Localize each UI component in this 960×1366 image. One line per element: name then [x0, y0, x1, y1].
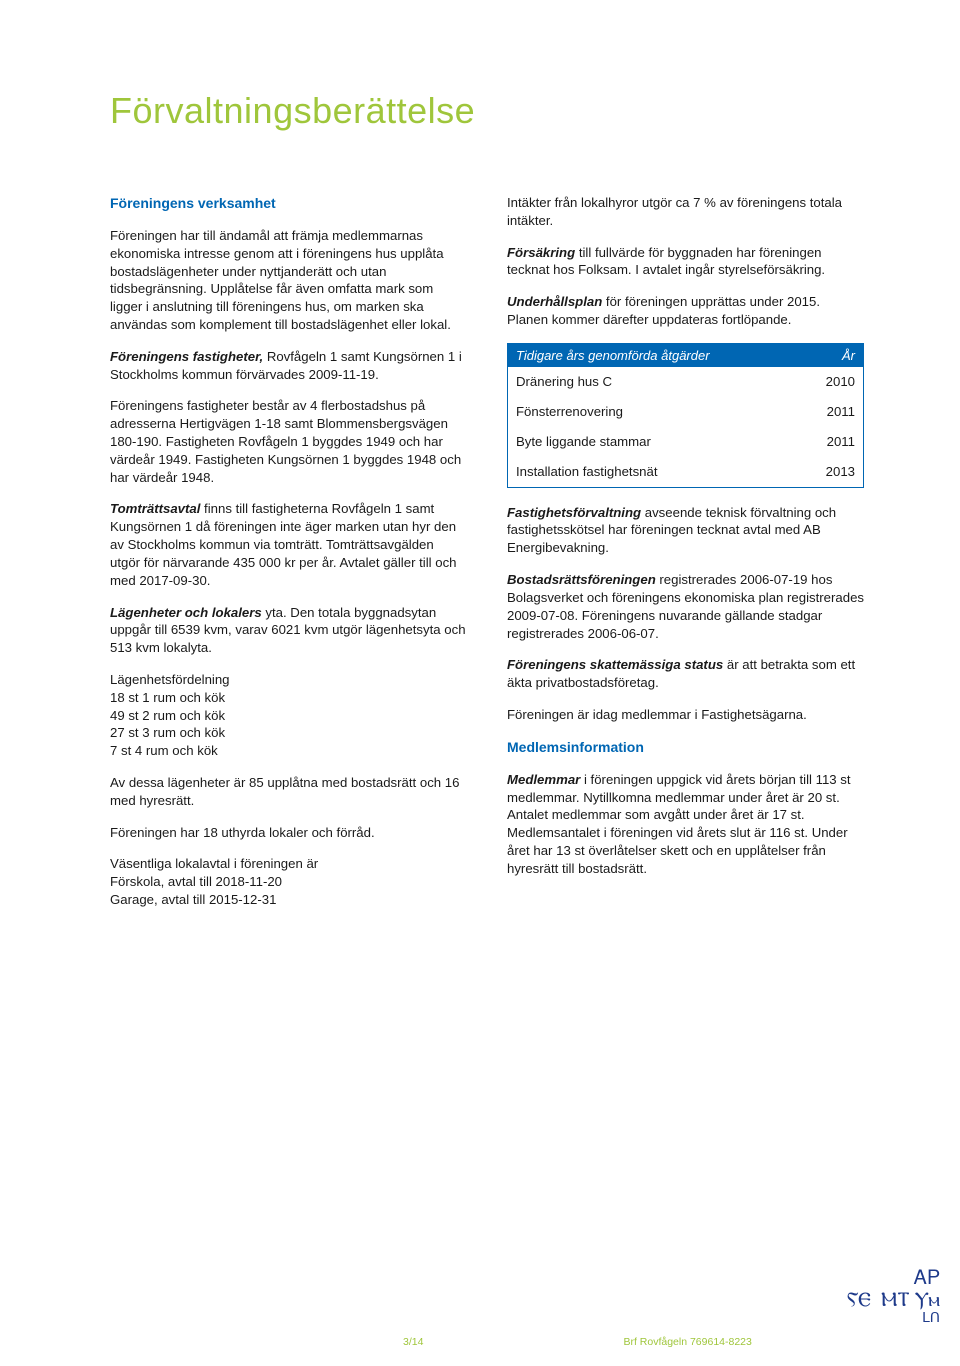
table-cell-year: 2013 [805, 463, 855, 481]
lead-term: Försäkring [507, 245, 575, 260]
lead-term: Bostadsrättsföreningen [507, 572, 656, 587]
paragraph: Försäkring till fullvärde för byggnaden … [507, 244, 864, 280]
lead-term: Föreningens fastigheter, [110, 349, 263, 364]
table-cell-year: 2010 [805, 373, 855, 391]
paragraph: Föreningen har till ändamål att främja m… [110, 227, 467, 334]
lead-term: Tomträttsavtal [110, 501, 200, 516]
dist-line: Lägenhetsfördelning [110, 672, 230, 687]
paragraph: Av dessa lägenheter är 85 upplåtna med b… [110, 774, 467, 810]
lead-term: Lägenheter och lokalers [110, 605, 262, 620]
lead-term: Föreningens skattemässiga status [507, 657, 723, 672]
two-column-layout: Föreningens verksamhet Föreningen har ti… [110, 194, 865, 923]
paragraph: Föreningens fastigheter består av 4 fler… [110, 397, 467, 486]
local-agreements-line: Väsentliga lokalavtal i föreningen är [110, 856, 318, 871]
paragraph-rest: i föreningen uppgick vid årets början ti… [507, 772, 851, 876]
actions-table: Tidigare års genomförda åtgärder År Drän… [507, 343, 864, 488]
dist-line: 18 st 1 rum och kök [110, 690, 225, 705]
table-cell-action: Byte liggande stammar [516, 433, 805, 451]
initials-line: ᎪᏢ [847, 1268, 940, 1288]
lead-term: Underhållsplan [507, 294, 602, 309]
paragraph: Intäkter från lokalhyror utgör ca 7 % av… [507, 194, 864, 230]
document-page: Förvaltningsberättelse Föreningens verks… [0, 0, 960, 1366]
section-heading: Föreningens verksamhet [110, 194, 467, 213]
paragraph: Föreningens fastigheter, Rovfågeln 1 sam… [110, 348, 467, 384]
dist-line: 27 st 3 rum och kök [110, 725, 225, 740]
right-column: Intäkter från lokalhyror utgör ca 7 % av… [507, 194, 864, 923]
page-number: 3/14 [403, 1336, 423, 1348]
table-row: Dränering hus C 2010 [508, 367, 863, 397]
paragraph: Underhållsplan för föreningen upprättas … [507, 293, 864, 329]
handwritten-initials: ᎪᏢ ⲊⲈ ⲘⲦ Ⲩⲙ ᒪᑎ [847, 1266, 940, 1326]
table-row: Fönsterrenovering 2011 [508, 397, 863, 427]
table-cell-action: Dränering hus C [516, 373, 805, 391]
table-cell-year: 2011 [805, 403, 855, 421]
table-body: Dränering hus C 2010 Fönsterrenovering 2… [508, 367, 863, 486]
paragraph: Föreningens skattemässiga status är att … [507, 656, 864, 692]
initials-line: ⲊⲈ ⲘⲦ Ⲩⲙ [847, 1290, 940, 1310]
paragraph: Bostadsrättsföreningen registrerades 200… [507, 571, 864, 642]
left-column: Föreningens verksamhet Föreningen har ti… [110, 194, 467, 923]
table-cell-action: Installation fastighetsnät [516, 463, 805, 481]
paragraph: Tomträttsavtal finns till fastigheterna … [110, 500, 467, 589]
paragraph: Fastighetsförvaltning avseende teknisk f… [507, 504, 864, 557]
paragraph: Föreningen har 18 uthyrda lokaler och fö… [110, 824, 467, 842]
apartment-distribution: Lägenhetsfördelning 18 st 1 rum och kök … [110, 671, 467, 760]
table-row: Installation fastighetsnät 2013 [508, 457, 863, 487]
lead-term: Medlemmar [507, 772, 580, 787]
footer-org: Brf Rovfågeln 769614-8223 [623, 1336, 751, 1348]
local-agreements-line: Garage, avtal till 2015-12-31 [110, 892, 276, 907]
table-cell-action: Fönsterrenovering [516, 403, 805, 421]
paragraph: Föreningen är idag medlemmar i Fastighet… [507, 706, 864, 724]
table-row: Byte liggande stammar 2011 [508, 427, 863, 457]
dist-line: 49 st 2 rum och kök [110, 708, 225, 723]
table-header-row: Tidigare års genomförda åtgärder År [508, 344, 863, 368]
local-agreements-line: Förskola, avtal till 2018-11-20 [110, 874, 282, 889]
initials-line: ᒪᑎ [847, 1312, 940, 1326]
lead-term: Fastighetsförvaltning [507, 505, 641, 520]
table-header-action: Tidigare års genomförda åtgärder [516, 347, 805, 365]
paragraph: Väsentliga lokalavtal i föreningen är Fö… [110, 855, 467, 908]
paragraph: Medlemmar i föreningen uppgick vid årets… [507, 771, 864, 878]
section-heading: Medlemsinformation [507, 738, 864, 757]
dist-line: 7 st 4 rum och kök [110, 743, 218, 758]
table-header-year: År [805, 347, 855, 365]
page-footer: 3/14 Brf Rovfågeln 769614-8223 [0, 1336, 960, 1348]
paragraph: Lägenheter och lokalers yta. Den totala … [110, 604, 467, 657]
page-title: Förvaltningsberättelse [110, 90, 865, 132]
table-cell-year: 2011 [805, 433, 855, 451]
